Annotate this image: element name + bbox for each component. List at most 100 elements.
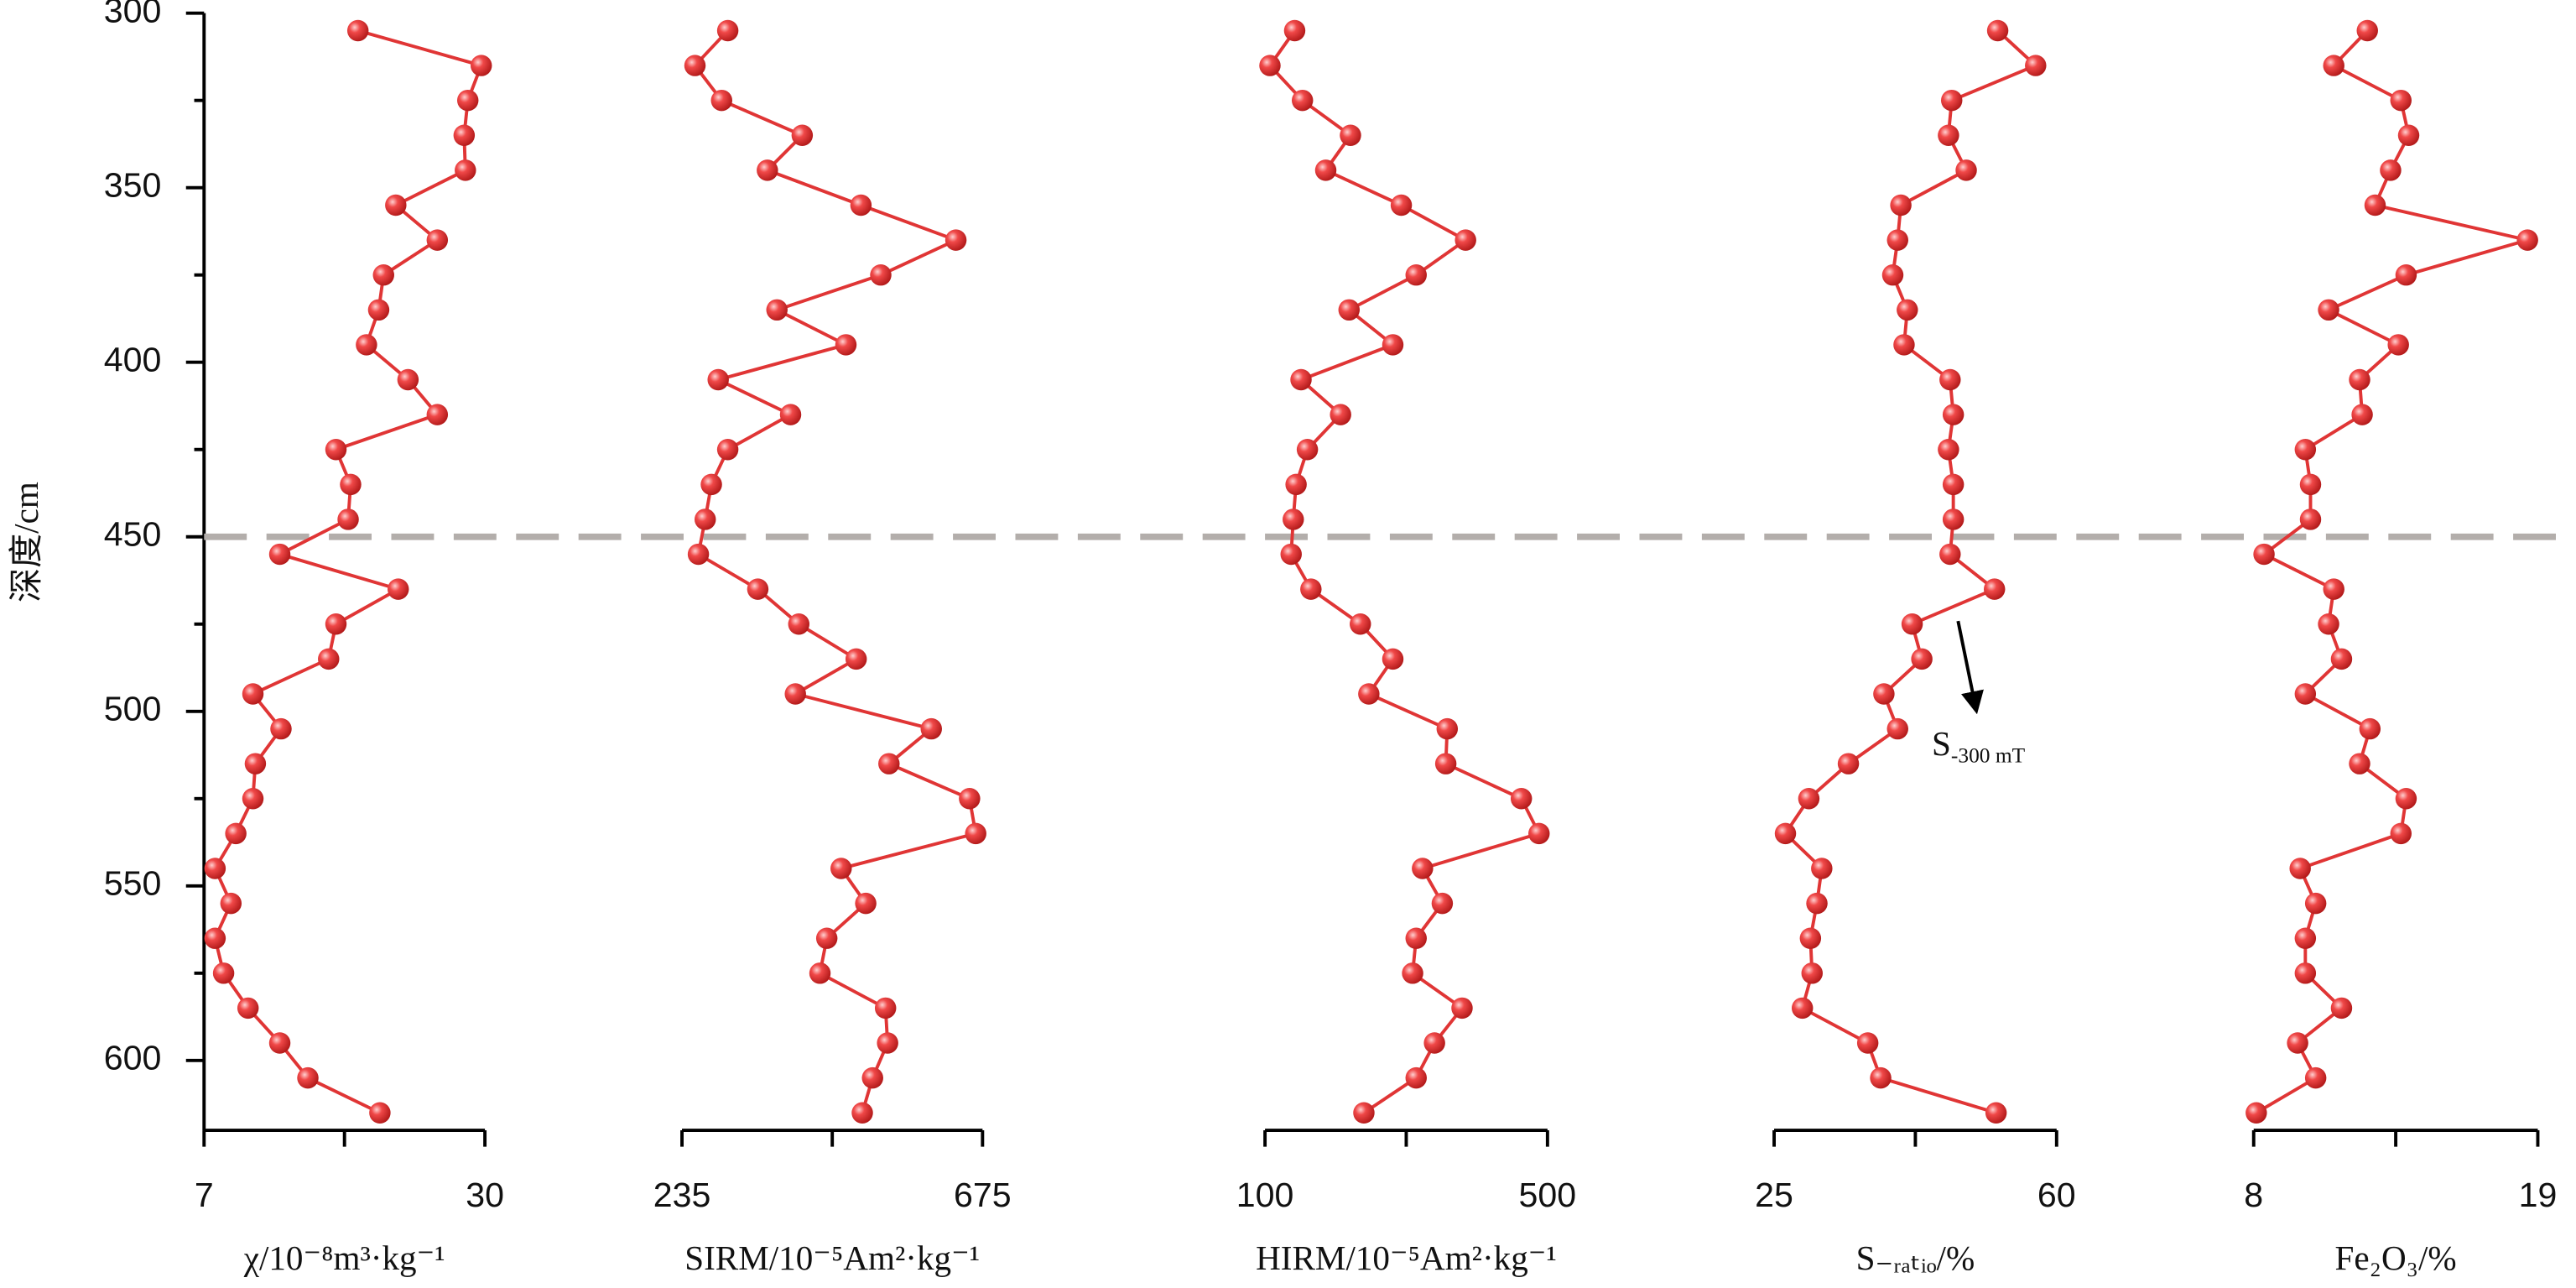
- x-axis-label: HIRM/10⁻⁵Am²·kg⁻¹: [1256, 1238, 1557, 1277]
- data-point: [270, 717, 292, 740]
- data-point: [1382, 648, 1404, 670]
- data-point: [1353, 1102, 1375, 1124]
- data-point: [1296, 439, 1319, 461]
- x-tick-label: 60: [2037, 1176, 2076, 1214]
- x-axis-label: SIRM/10⁻⁵Am²·kg⁻¹: [684, 1238, 980, 1277]
- y-tick-label: 350: [104, 166, 162, 205]
- x-tick-label: 25: [1755, 1176, 1793, 1214]
- data-point: [684, 55, 706, 76]
- data-point: [1280, 543, 1302, 566]
- x-tick-label: 500: [1519, 1176, 1577, 1214]
- data-point: [959, 788, 981, 810]
- data-point: [1806, 892, 1828, 915]
- data-point: [1350, 613, 1371, 635]
- data-point: [1436, 717, 1459, 740]
- data-point: [2364, 194, 2386, 216]
- data-point: [325, 613, 347, 635]
- data-point: [1940, 89, 1963, 112]
- data-point: [2287, 1032, 2308, 1054]
- data-point: [455, 159, 476, 181]
- data-point: [815, 927, 838, 949]
- data-point: [2516, 229, 2538, 251]
- data-point: [716, 19, 739, 42]
- data-point: [687, 543, 710, 566]
- profile-line: [692, 29, 978, 1113]
- data-point: [1886, 717, 1908, 740]
- data-point: [1799, 927, 1822, 949]
- data-point: [1283, 508, 1304, 530]
- x-tick-label: 675: [954, 1176, 1012, 1214]
- data-point: [809, 962, 831, 984]
- data-point: [225, 822, 247, 845]
- data-point: [2359, 717, 2381, 740]
- data-point: [757, 159, 778, 181]
- data-point: [1314, 159, 1337, 181]
- data-point: [1986, 19, 2009, 42]
- x-tick-label: 19: [2519, 1176, 2558, 1214]
- data-point: [2356, 19, 2378, 42]
- data-point: [426, 229, 449, 251]
- data-point: [237, 997, 259, 1019]
- annotation-subscript: -300 mT: [1951, 743, 2026, 767]
- x-axis-label: χ/10⁻⁸m³·kg⁻¹: [243, 1238, 445, 1277]
- data-point: [367, 299, 390, 321]
- data-point: [1886, 229, 1908, 251]
- data-point: [1939, 368, 1961, 391]
- data-point: [1942, 508, 1965, 530]
- data-point: [2349, 368, 2370, 391]
- profile-line: [213, 29, 484, 1115]
- data-point: [2304, 892, 2327, 915]
- data-point: [791, 124, 814, 147]
- data-point: [1338, 299, 1361, 321]
- data-point: [1791, 997, 1814, 1019]
- data-point: [1455, 229, 1476, 251]
- data-point: [2323, 55, 2344, 76]
- data-point: [2318, 299, 2339, 321]
- data-point: [878, 753, 900, 774]
- data-point: [372, 263, 394, 286]
- data-point: [1259, 55, 1281, 76]
- x-tick-label: 7: [195, 1176, 214, 1214]
- data-point: [2299, 473, 2322, 496]
- data-point: [2323, 578, 2344, 600]
- data-point: [2330, 997, 2353, 1019]
- data-point: [766, 299, 788, 321]
- y-tick-label: 500: [104, 690, 162, 728]
- data-point: [1811, 858, 1833, 879]
- data-point: [1901, 613, 1923, 635]
- data-point: [1405, 1066, 1427, 1089]
- data-point: [1330, 404, 1351, 425]
- y-tick-label: 400: [104, 341, 162, 379]
- annotation: S-300 mT: [1932, 724, 2026, 767]
- data-point: [268, 1032, 291, 1054]
- data-point: [1938, 439, 1959, 461]
- data-point: [945, 229, 967, 251]
- data-point: [1890, 194, 1912, 216]
- data-point: [1837, 753, 1860, 774]
- data-point: [1285, 473, 1307, 496]
- data-point: [2294, 683, 2317, 705]
- data-point: [1881, 263, 1904, 286]
- data-point: [1340, 124, 1361, 147]
- data-point: [1801, 962, 1823, 984]
- data-point: [1939, 543, 1961, 566]
- data-point: [694, 508, 716, 530]
- data-point: [388, 578, 409, 600]
- data-point: [2351, 404, 2373, 425]
- data-point: [456, 89, 479, 112]
- data-point: [337, 508, 359, 530]
- data-point: [1983, 578, 2006, 600]
- data-point: [710, 89, 732, 112]
- data-point: [2246, 1102, 2267, 1124]
- data-point: [2397, 124, 2420, 147]
- x-tick-label: 8: [2244, 1176, 2263, 1214]
- data-point: [1412, 858, 1434, 879]
- data-point: [325, 439, 347, 461]
- data-point: [1528, 822, 1550, 845]
- data-point: [212, 962, 235, 984]
- data-point: [965, 822, 986, 845]
- data-point: [2330, 648, 2353, 670]
- data-point: [1405, 927, 1427, 949]
